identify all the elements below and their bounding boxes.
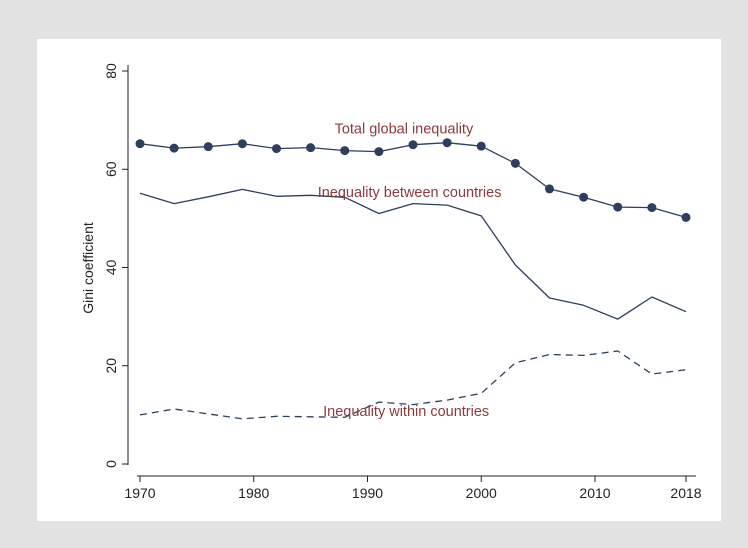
x-tick-label: 2018 bbox=[670, 485, 701, 501]
data-point bbox=[203, 142, 213, 152]
data-point bbox=[169, 143, 179, 153]
series-label-1: Inequality between countries bbox=[318, 185, 502, 201]
data-point bbox=[408, 140, 418, 150]
data-point bbox=[681, 212, 691, 222]
y-tick-label: 0 bbox=[103, 460, 119, 468]
y-tick-label: 20 bbox=[103, 358, 119, 374]
y-tick-label: 60 bbox=[103, 161, 119, 177]
x-tick-label: 1970 bbox=[124, 485, 155, 501]
data-point bbox=[647, 203, 657, 213]
data-point bbox=[135, 139, 145, 149]
data-point bbox=[374, 147, 384, 157]
y-tick-label: 40 bbox=[103, 260, 119, 276]
x-tick-label: 1980 bbox=[238, 485, 269, 501]
series-line-2 bbox=[139, 350, 687, 420]
data-point bbox=[237, 139, 247, 149]
data-point bbox=[579, 192, 589, 202]
series-labels: Total global inequality Inequality betwee… bbox=[318, 121, 502, 419]
chart-panel bbox=[37, 39, 721, 521]
data-point bbox=[510, 158, 520, 168]
axes: 0 20 40 60 80 1970 1980 1990 2000 2010 2018 bbox=[103, 63, 702, 501]
x-tick-label: 2010 bbox=[579, 485, 610, 501]
data-point bbox=[272, 144, 281, 154]
series-line-1 bbox=[139, 188, 687, 320]
data-point bbox=[306, 143, 316, 153]
data-point bbox=[442, 138, 452, 148]
data-point bbox=[476, 141, 486, 151]
data-point bbox=[340, 146, 350, 156]
x-tick-label: 2000 bbox=[466, 485, 497, 501]
data-point bbox=[613, 202, 623, 212]
series-label-2: Inequality within countries bbox=[323, 404, 489, 420]
series-layer bbox=[135, 138, 691, 420]
series-label-0: Total global inequality bbox=[335, 121, 474, 137]
x-tick-label: 1990 bbox=[352, 485, 383, 501]
series-line-0 bbox=[139, 142, 687, 219]
y-axis-title: Gini coefficient bbox=[80, 222, 96, 314]
y-tick-label: 80 bbox=[103, 63, 119, 79]
data-point bbox=[545, 184, 554, 194]
